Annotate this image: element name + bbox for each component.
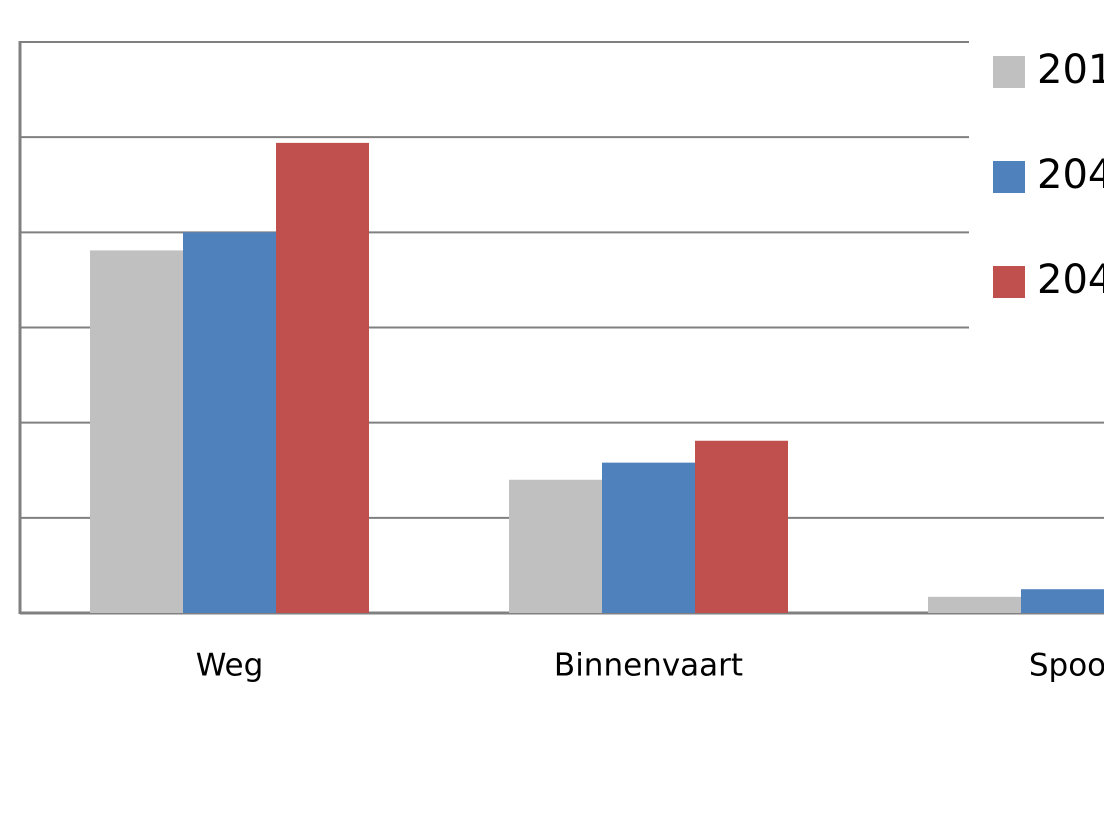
legend-swatch: [993, 56, 1025, 88]
legend-label: 204: [1037, 152, 1104, 198]
bar: [602, 462, 695, 613]
legend-box: [969, 30, 1104, 330]
bar: [183, 232, 276, 614]
bar: [928, 596, 1021, 613]
x-tick-label: Binnenvaart: [554, 648, 743, 684]
legend-label: 201: [1037, 47, 1104, 93]
x-tick-label: Spoo: [1029, 648, 1104, 684]
bar: [90, 250, 183, 614]
x-tick-label: Weg: [196, 648, 264, 684]
legend-swatch: [993, 161, 1025, 193]
legend-swatch: [993, 266, 1025, 298]
bar: [509, 479, 602, 613]
bar: [276, 142, 369, 614]
legend-label: 204: [1037, 257, 1104, 303]
bar: [695, 440, 788, 613]
bar: [1021, 589, 1104, 613]
